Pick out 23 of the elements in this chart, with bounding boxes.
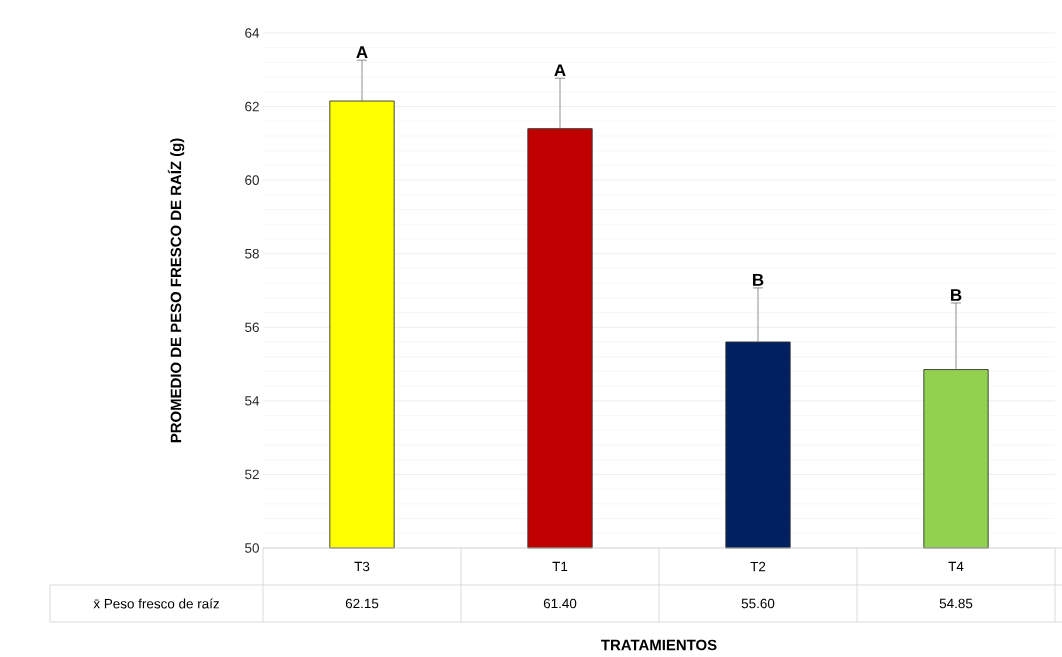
data-label: 61.40	[543, 598, 577, 609]
x-axis-title: TRATAMIENTOS	[601, 639, 717, 651]
x-tick-label: T3	[354, 561, 370, 572]
y-tick-label: 58	[245, 248, 259, 259]
y-tick-label: 54	[245, 396, 260, 406]
data-label: 54.85	[939, 598, 973, 609]
annotation: B	[753, 274, 764, 286]
annotation: A	[554, 64, 566, 77]
annotation: B	[951, 289, 962, 301]
y-axis-title: PROMEDIO DE PESO FRESCO DE RAÍZ (g)	[167, 138, 185, 443]
data-label: 55.60	[741, 598, 775, 609]
y-tick-label: 64	[245, 28, 260, 38]
text: x̄ Peso fresco de raíz	[93, 598, 219, 609]
annotation: A	[356, 46, 368, 59]
y-tick-label: 56	[245, 322, 259, 333]
x-tick-label: T2	[750, 561, 766, 572]
x-tick-label: T1	[552, 561, 568, 572]
y-tick-label: 52	[245, 469, 259, 480]
y-tick-label: 50	[245, 543, 259, 553]
data-label: 62.15	[345, 598, 379, 609]
y-tick-label: 60	[245, 175, 259, 185]
y-tick-label: 62	[245, 101, 259, 112]
x-tick-label: T4	[948, 561, 964, 572]
